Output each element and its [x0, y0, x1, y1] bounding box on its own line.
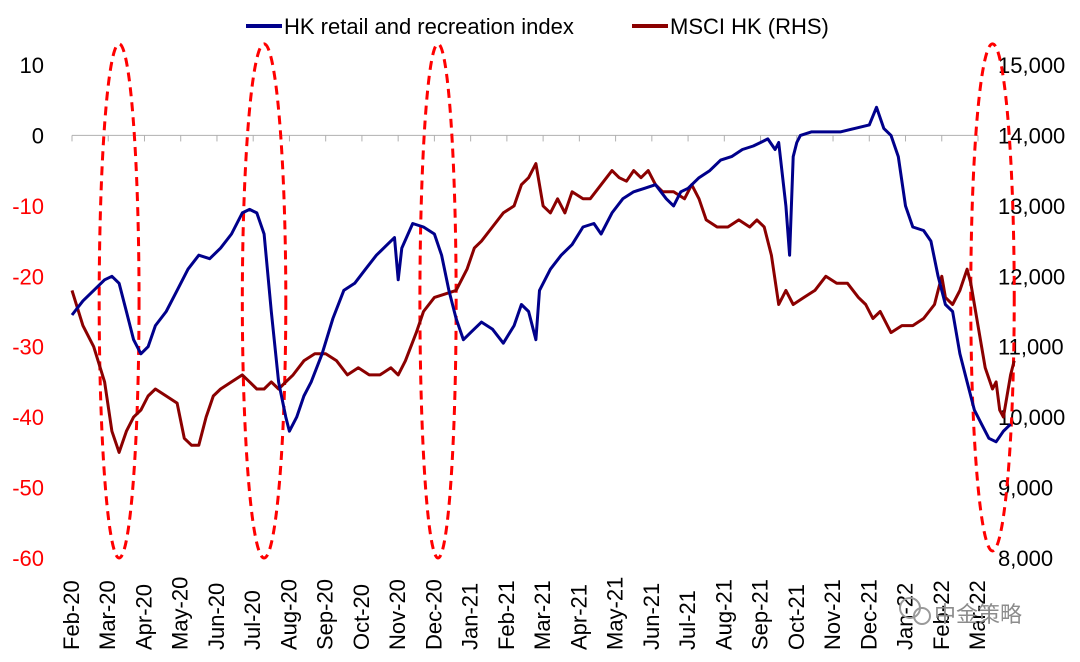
series-line-retail: [70, 105, 1012, 444]
x-tick-label: Apr-20: [131, 584, 156, 650]
y-left-tick-label: -10: [12, 194, 44, 219]
x-tick-label: Aug-20: [276, 579, 301, 650]
y-left-tick-label: -40: [12, 405, 44, 430]
x-tick-label: Jan-21: [458, 583, 483, 650]
y-left-tick-label: 10: [20, 53, 44, 78]
x-tick-label: Mar-21: [530, 580, 555, 650]
x-tick-label: Feb-20: [59, 580, 84, 650]
x-tick-label: Jun-21: [639, 583, 664, 650]
y-right-tick-label: 8,000: [998, 546, 1053, 571]
dashed-ellipse-annotation: [97, 42, 141, 560]
x-tick-label: May-20: [168, 577, 193, 650]
x-tick-label: Jun-20: [204, 583, 229, 650]
axes-group: 100-10-20-30-40-50-6015,00014,00013,0001…: [12, 53, 1065, 571]
x-tick-label: Nov-20: [385, 579, 410, 650]
watermark-text: 中金策略: [934, 603, 1022, 628]
y-left-tick-label: 0: [32, 123, 44, 148]
x-tick-label: Jul-20: [240, 590, 265, 650]
y-right-tick-label: 13,000: [998, 194, 1065, 219]
dashed-ellipse-annotation: [240, 42, 288, 560]
x-tick-label: Feb-22: [929, 580, 954, 650]
x-tick-label: Dec-20: [421, 579, 446, 650]
series-lines: [70, 105, 1016, 454]
x-tick-label: Sep-20: [313, 579, 338, 650]
x-tick-label: Nov-21: [820, 579, 845, 650]
y-right-tick-label: 15,000: [998, 53, 1065, 78]
x-tick-label: Oct-20: [349, 584, 374, 650]
x-tick-label: Jul-21: [675, 590, 700, 650]
dashed-ellipse-annotation: [418, 42, 458, 560]
watermark: 中金策略: [899, 597, 1022, 628]
y-left-tick-label: -60: [12, 546, 44, 571]
x-tick-label: Oct-21: [784, 584, 809, 650]
y-left-tick-label: -30: [12, 335, 44, 360]
x-tick-label: Feb-21: [494, 580, 519, 650]
x-tick-label: Aug-21: [711, 579, 736, 650]
x-tick-label: Mar-22: [965, 580, 990, 650]
x-tick-label: Sep-21: [748, 579, 773, 650]
x-tick-label: Apr-21: [566, 584, 591, 650]
legend: HK retail and recreation index MSCI HK (…: [246, 14, 829, 39]
x-tick-label: May-21: [603, 577, 628, 650]
dashed-ellipse-annotation: [969, 42, 1016, 553]
annotation-ellipses: [97, 42, 1016, 560]
x-tick-label: Dec-21: [856, 579, 881, 650]
y-right-tick-label: 12,000: [998, 264, 1065, 289]
y-left-tick-label: -50: [12, 476, 44, 501]
y-right-tick-label: 11,000: [998, 335, 1064, 360]
x-tick-label: Mar-20: [95, 580, 120, 650]
legend-label-retail: HK retail and recreation index: [284, 14, 574, 39]
legend-label-msci: MSCI HK (RHS): [670, 14, 829, 39]
x-tick-labels: Feb-20 Mar-20 Apr-20 May-20 Jun-20 Jul-20 Aug-…: [59, 577, 990, 650]
wechat-icon: [899, 597, 931, 625]
series-line-msci: [70, 162, 1016, 454]
y-left-tick-label: -20: [12, 264, 44, 289]
